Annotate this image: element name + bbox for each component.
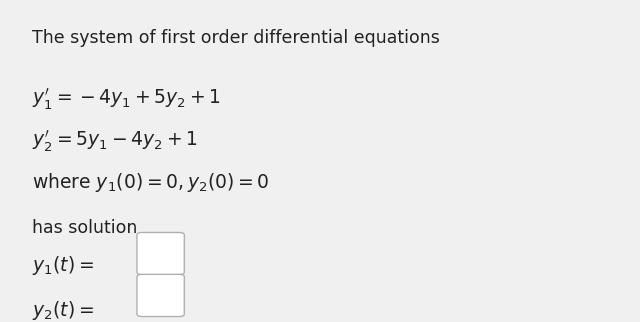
Text: $y_1(t)=$: $y_1(t)=$	[32, 254, 94, 277]
Text: $y_1' = -4y_1 + 5y_2 + 1$: $y_1' = -4y_1 + 5y_2 + 1$	[32, 87, 221, 112]
Text: $y_2(t) =$: $y_2(t) =$	[32, 299, 94, 322]
Text: The system of first order differential equations: The system of first order differential e…	[32, 29, 440, 47]
Text: has solution: has solution	[32, 219, 138, 237]
Text: $y_2' = 5y_1 - 4y_2 + 1$: $y_2' = 5y_1 - 4y_2 + 1$	[32, 129, 198, 154]
Text: where $y_1(0) = 0, y_2(0) = 0$: where $y_1(0) = 0, y_2(0) = 0$	[32, 171, 269, 194]
